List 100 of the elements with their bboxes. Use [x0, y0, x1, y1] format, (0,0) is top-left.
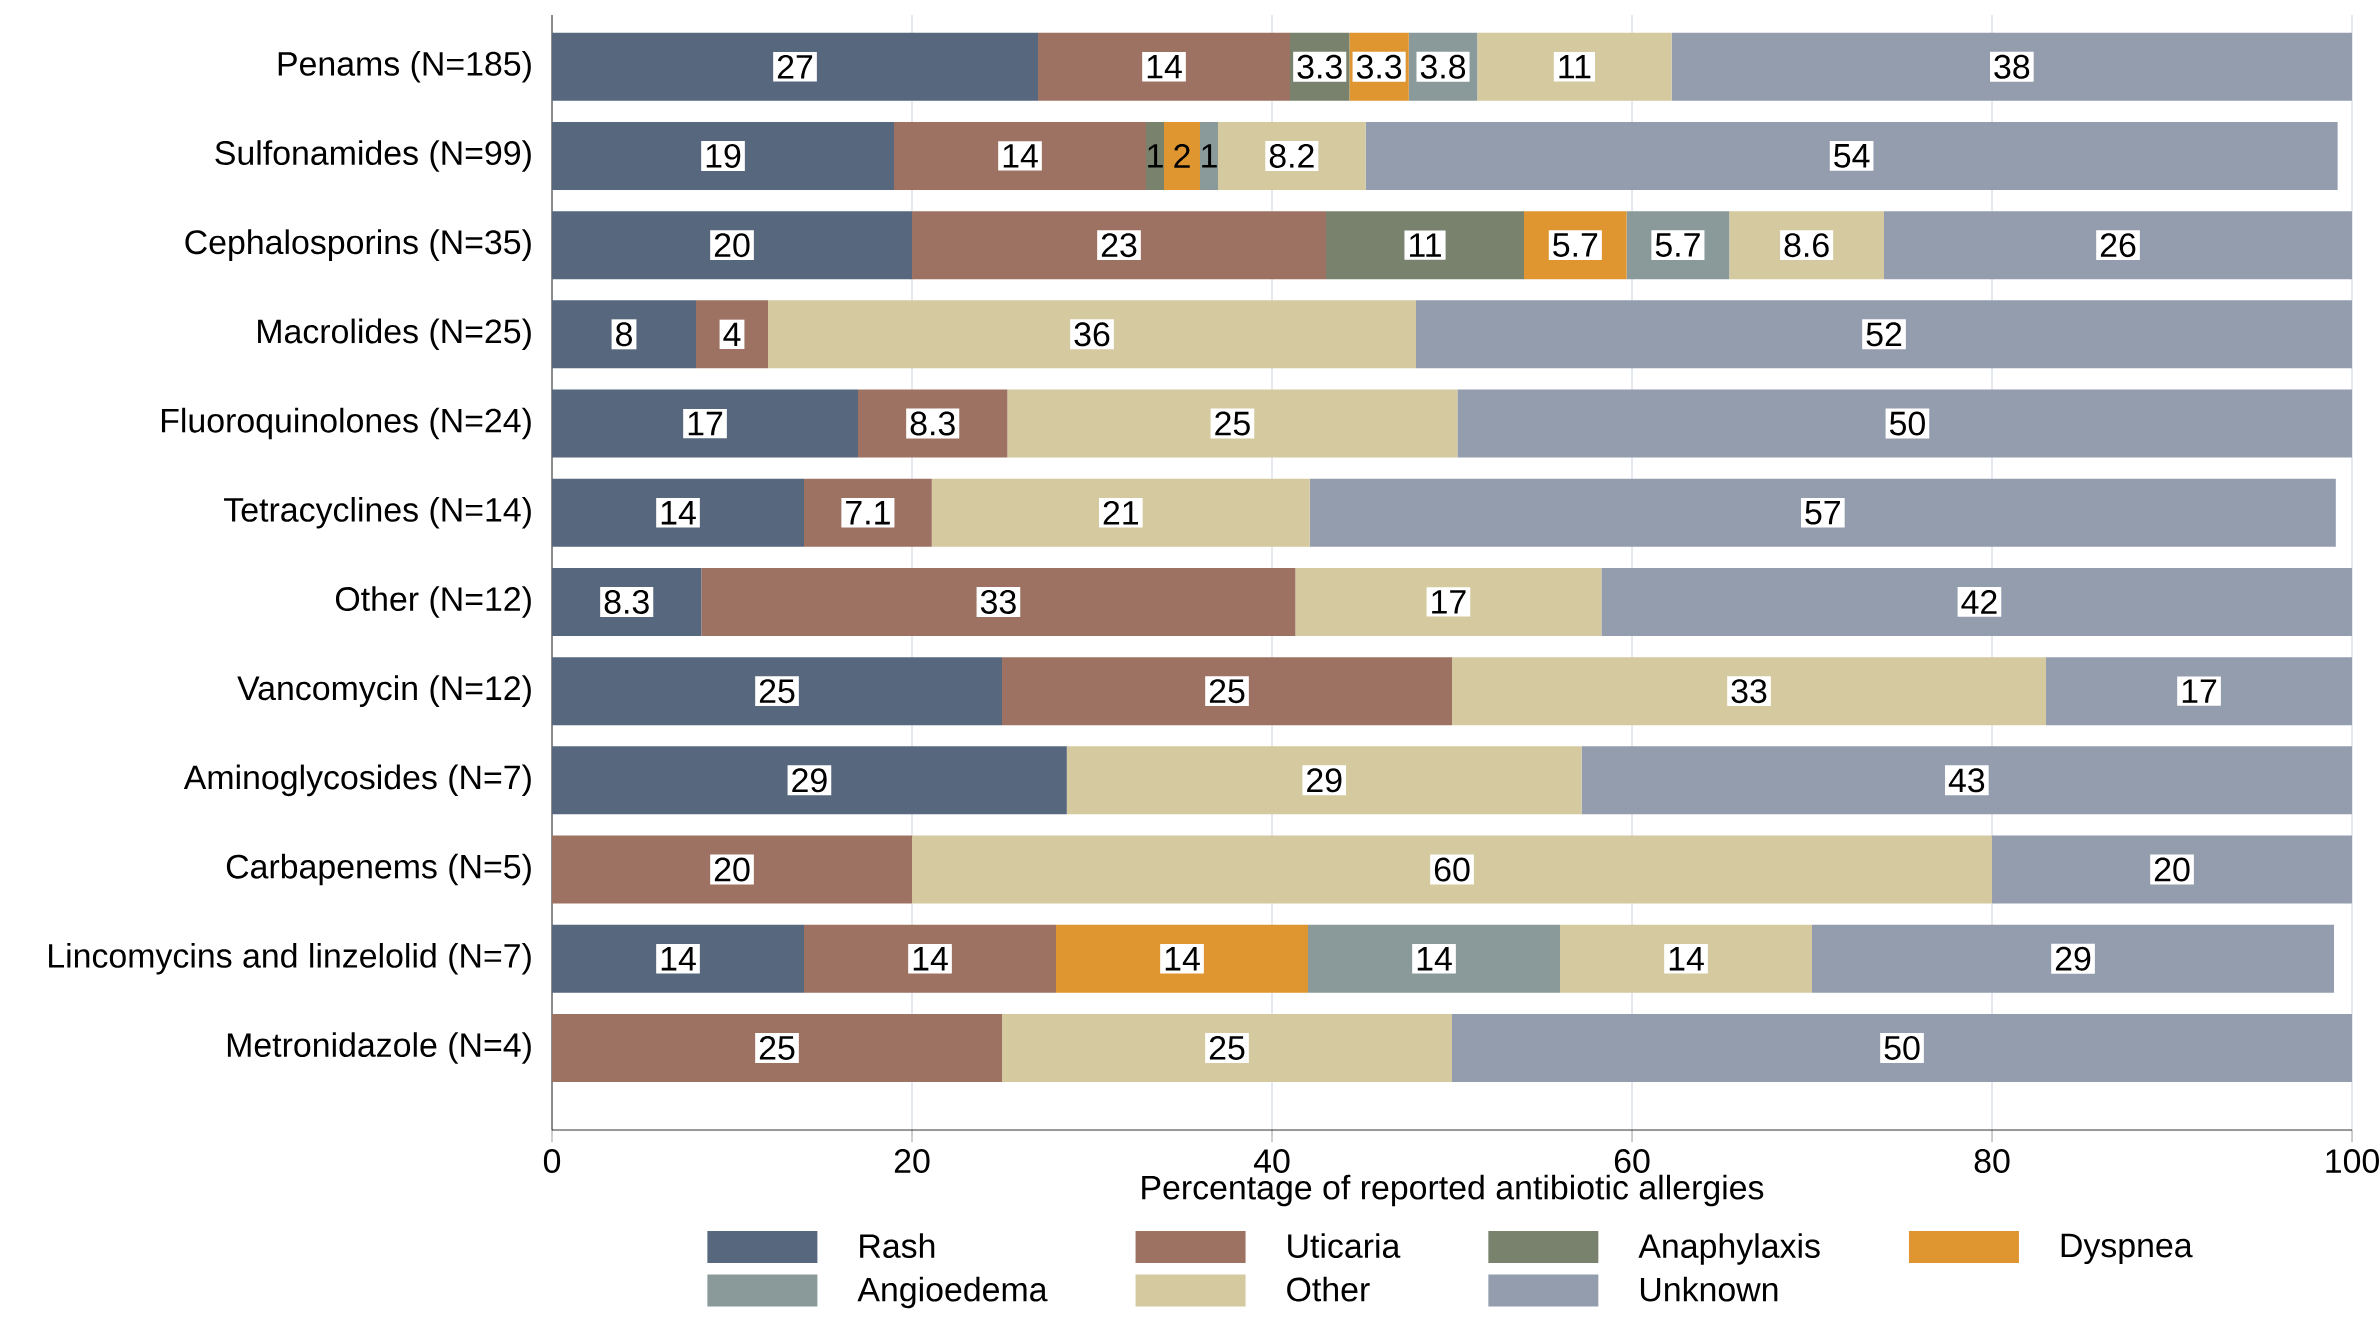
data-label: 8.6	[1784, 233, 1829, 258]
data-label: 25	[1209, 1035, 1245, 1060]
y-tick-label: Vancomycin (N=12)	[237, 675, 531, 707]
bar	[552, 746, 1067, 815]
y-tick-label: Metronidazole (N=4)	[227, 1032, 531, 1064]
y-tick-label: Carbapenems (N=5)	[226, 853, 531, 886]
y-tick-label: Lincomycins and linzelolid (N=7)	[49, 942, 531, 975]
data-label: 36	[1074, 322, 1110, 347]
bar	[1560, 924, 1813, 993]
bar	[1309, 478, 2336, 547]
bar	[552, 924, 804, 993]
data-label: 8.2	[1269, 143, 1314, 168]
bar	[1308, 924, 1561, 993]
data-label: 14	[913, 947, 948, 971]
data-label: 3.8	[1420, 54, 1466, 79]
bar	[1671, 32, 2353, 101]
legend-label: Rash	[860, 1233, 935, 1259]
y-tick-label: Cephalosporins (N=35)	[185, 229, 531, 261]
data-label: 29	[792, 768, 827, 793]
bar	[1146, 121, 1165, 190]
data-label: 50	[1884, 1035, 1920, 1060]
bar	[1365, 121, 2338, 190]
data-label: 27	[777, 54, 813, 79]
bar	[1884, 211, 2353, 280]
data-label: 3.3	[1356, 54, 1402, 79]
legend-label: Unknown	[1640, 1276, 1778, 1302]
data-label: 20	[2154, 857, 2190, 882]
bar	[552, 478, 804, 547]
data-label: 21	[1103, 500, 1138, 525]
data-label: 5.7	[1553, 233, 1598, 257]
data-label: 52	[1866, 322, 1902, 347]
bar	[552, 389, 858, 458]
legend-label: Anaphylaxis	[1638, 1233, 1820, 1265]
x-tick-label: 40	[1253, 1149, 1290, 1174]
data-label: 50	[1889, 411, 1925, 436]
data-label: 14	[1417, 947, 1452, 971]
bar	[552, 835, 913, 904]
y-tick-label: Fluoroquinolones (N=24)	[161, 407, 531, 440]
y-tick-label: Other (N=12)	[335, 586, 531, 618]
data-label: 5.7	[1655, 233, 1700, 257]
bar	[1812, 924, 2335, 993]
bar	[912, 835, 1993, 904]
bar	[1002, 1013, 1453, 1082]
bar	[1038, 32, 1291, 101]
bar	[804, 924, 1057, 993]
x-tick-label: 100	[2326, 1149, 2379, 1174]
bar	[768, 300, 1417, 369]
bar	[552, 211, 913, 280]
data-label: 42	[1961, 590, 1997, 614]
data-label: 4	[723, 322, 741, 346]
bar	[552, 32, 1039, 101]
data-label: 11	[1559, 55, 1591, 79]
bar	[1452, 657, 2047, 726]
data-label: 8.3	[910, 411, 955, 436]
data-label: 25	[1215, 411, 1250, 436]
bar	[1164, 121, 1201, 190]
legend-label: Other	[1287, 1276, 1370, 1302]
bar	[552, 121, 894, 190]
data-label: 33	[1731, 679, 1767, 704]
data-label: 38	[1994, 54, 2030, 79]
bar	[1416, 300, 2353, 369]
data-label: 1	[1202, 144, 1217, 168]
x-tick-label: 60	[1614, 1149, 1650, 1174]
y-tick-label: Tetracyclines (N=14)	[224, 496, 531, 529]
data-label: 54	[1834, 144, 1870, 168]
legend-label: Dyspnea	[2061, 1233, 2193, 1265]
bar	[1477, 32, 1672, 101]
bar	[1326, 211, 1525, 280]
bar	[1056, 924, 1309, 993]
data-label: 17	[2182, 679, 2217, 703]
data-label: 1	[1148, 144, 1163, 168]
data-label: 23	[1101, 233, 1137, 258]
bar	[696, 300, 768, 369]
data-label: 19	[706, 143, 741, 168]
data-label: 8.3	[604, 589, 649, 614]
bar	[2046, 657, 2353, 726]
bar	[1002, 657, 1453, 726]
x-axis-title: Percentage of reported antibiotic allergies	[1142, 1174, 1764, 1207]
data-label: 14	[1147, 55, 1182, 79]
data-label: 14	[1003, 144, 1038, 168]
data-label: 29	[2055, 946, 2091, 971]
bar	[552, 657, 1003, 726]
y-tick-label: Penams (N=185)	[278, 50, 531, 83]
y-tick-label: Sulfonamides (N=99)	[215, 140, 531, 172]
data-label: 20	[714, 857, 750, 882]
data-label: 7.1	[846, 501, 890, 525]
y-tick-label: Aminoglycosides (N=7)	[183, 764, 531, 797]
data-label: 17	[1432, 590, 1466, 614]
data-label: 29	[1307, 768, 1342, 793]
bar	[552, 300, 696, 369]
bar	[552, 1013, 1003, 1082]
data-label: 25	[759, 679, 795, 704]
data-label: 57	[1805, 500, 1840, 525]
data-label: 43	[1948, 768, 1985, 793]
data-label: 14	[1165, 947, 1200, 971]
data-label: 14	[661, 947, 696, 971]
bar	[912, 211, 1327, 280]
bar	[1200, 121, 1219, 190]
bar	[931, 478, 1310, 547]
bar	[894, 121, 1147, 190]
